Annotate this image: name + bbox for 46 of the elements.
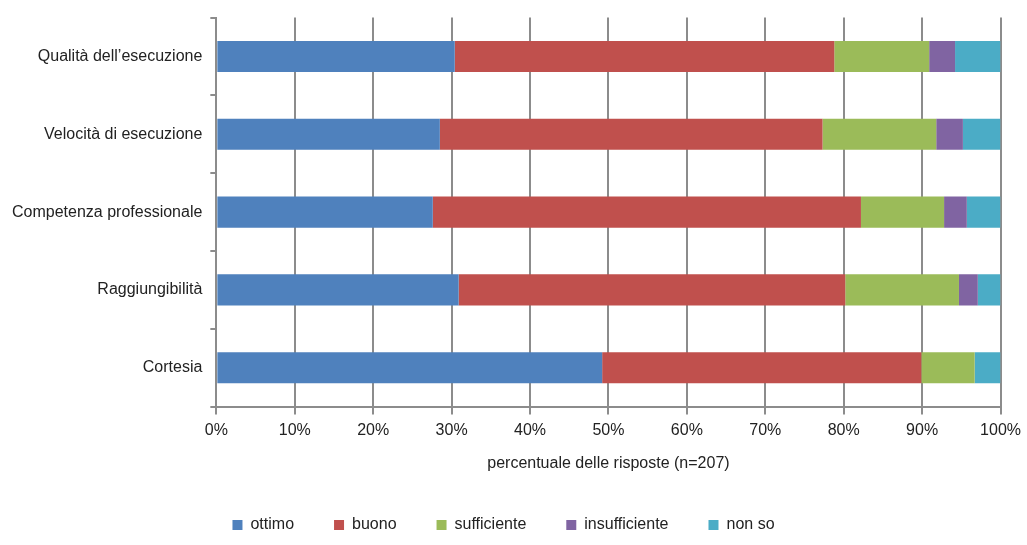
bar	[921, 352, 975, 384]
x-tick-label: 20%	[357, 420, 390, 438]
bar	[602, 352, 922, 384]
bar	[217, 40, 455, 73]
bar	[217, 196, 433, 228]
bar	[458, 274, 846, 306]
bar	[860, 196, 945, 228]
x-tick-label: 0%	[204, 420, 228, 438]
legend-label: non so	[726, 515, 775, 533]
bar	[432, 196, 861, 228]
bar	[958, 274, 978, 306]
legend-label: insufficiente	[584, 515, 669, 533]
y-tick-label: Velocità di esecuzione	[44, 124, 203, 142]
legend-label: sufficiente	[454, 515, 527, 533]
bar	[822, 118, 937, 150]
x-tick-label: 100%	[980, 420, 1021, 438]
bar	[929, 40, 956, 73]
bar	[217, 274, 459, 306]
bar	[974, 352, 1001, 384]
legend-label: buono	[352, 515, 397, 533]
bar	[834, 40, 930, 73]
x-tick-label: 10%	[278, 420, 311, 438]
x-tick-label: 30%	[435, 420, 468, 438]
bar	[962, 118, 1001, 150]
x-tick-label: 40%	[514, 420, 547, 438]
bar	[944, 196, 967, 228]
bar	[845, 274, 959, 306]
bar	[439, 118, 823, 150]
y-tick-label: Qualità dell’esecuzione	[37, 46, 203, 64]
x-tick-label: 50%	[592, 420, 625, 438]
legend-label: ottimo	[250, 515, 295, 533]
x-tick-label: 90%	[906, 420, 939, 438]
bar	[955, 40, 1001, 73]
bar	[217, 352, 603, 384]
y-tick-label: Cortesia	[142, 358, 203, 376]
bar	[217, 118, 440, 150]
y-tick-label: Raggiungibilità	[97, 280, 203, 298]
y-tick-label: Competenza professionale	[11, 202, 203, 220]
bar	[454, 40, 835, 73]
bar	[977, 274, 1001, 306]
x-tick-label: 80%	[827, 420, 860, 438]
bar	[966, 196, 1001, 228]
x-axis-title: percentuale delle risposte (n=207)	[487, 453, 730, 471]
x-tick-label: 60%	[670, 420, 703, 438]
x-tick-label: 70%	[749, 420, 782, 438]
bar	[936, 118, 963, 150]
